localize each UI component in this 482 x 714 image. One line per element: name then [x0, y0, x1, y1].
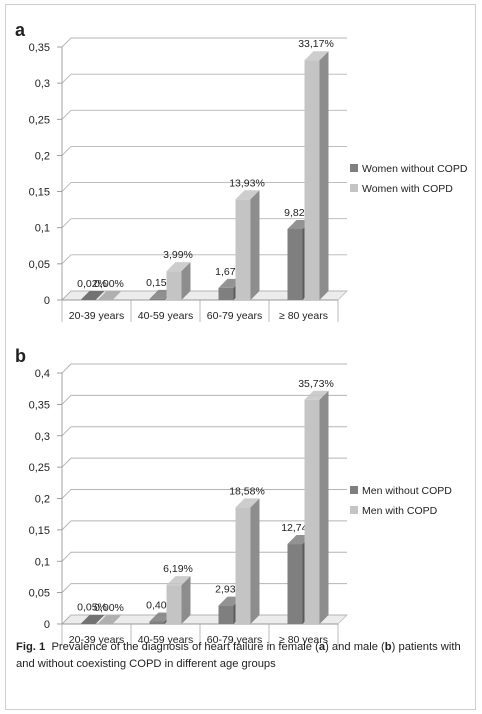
- panel-a-label: a: [15, 20, 26, 40]
- legend-swatch: [350, 184, 358, 192]
- legend-swatch: [350, 164, 358, 172]
- y-tick-label: 0,25: [29, 114, 50, 126]
- caption-panel-a: a: [318, 641, 326, 653]
- x-tick-label: 20-39 years: [69, 310, 124, 322]
- legend-label: Men without COPD: [362, 485, 452, 497]
- bar: [304, 60, 320, 300]
- data-label: 35,73%: [298, 378, 334, 390]
- bar: [235, 507, 251, 624]
- bar: [97, 615, 122, 624]
- bar-side: [319, 51, 329, 300]
- y-tick-label: 0,35: [29, 399, 50, 411]
- data-label: 13,93%: [229, 177, 265, 189]
- gridline: [61, 37, 347, 48]
- gridline: [61, 394, 347, 405]
- y-tick-label: 0,15: [29, 525, 50, 537]
- gridline: [61, 426, 347, 437]
- gridline: [61, 363, 347, 374]
- caption-text-2: ) and male (: [325, 641, 385, 653]
- gridline: [61, 489, 347, 499]
- data-label: 3,99%: [163, 249, 193, 261]
- y-tick-label: 0,3: [35, 78, 50, 90]
- caption-text-3: ) patients with and without coexisting C…: [16, 641, 461, 670]
- y-tick-label: 0: [44, 619, 50, 631]
- x-tick-label: 60-79 years: [207, 310, 262, 322]
- legend-swatch: [350, 506, 358, 514]
- legend-label: Women without COPD: [362, 163, 468, 175]
- bar: [304, 399, 320, 624]
- bar: [97, 291, 122, 300]
- y-tick-label: 0: [44, 295, 50, 307]
- bar: [166, 271, 182, 300]
- bar-side: [319, 390, 329, 624]
- bar-top: [235, 498, 260, 508]
- bar: [166, 585, 182, 624]
- bar: [149, 298, 165, 300]
- gridline: [61, 73, 347, 84]
- y-tick-label: 0,05: [29, 259, 50, 271]
- x-tick-label: 40-59 years: [138, 634, 193, 646]
- data-label: 0,02%: [77, 278, 107, 290]
- bar-side: [181, 576, 191, 624]
- caption-panel-b: b: [384, 641, 392, 653]
- y-tick-label: 0,35: [29, 42, 50, 54]
- y-tick-label: 0,1: [35, 223, 50, 235]
- data-label: 18,58%: [229, 485, 265, 497]
- x-tick-label: 60-79 years: [207, 634, 262, 646]
- bar: [149, 621, 165, 624]
- y-tick-label: 0,3: [35, 431, 50, 443]
- bar-top: [304, 51, 329, 61]
- legend-label: Men with COPD: [362, 505, 438, 517]
- y-tick-label: 0,2: [35, 494, 50, 506]
- bar: [80, 291, 105, 300]
- x-tick-label: ≥ 80 years: [279, 634, 328, 646]
- legend-label: Women with COPD: [362, 183, 453, 195]
- y-tick-label: 0,15: [29, 187, 50, 199]
- x-tick-label: ≥ 80 years: [279, 310, 328, 322]
- data-label: 6,19%: [163, 563, 193, 575]
- gridline: [61, 457, 347, 468]
- bar-side: [250, 498, 260, 624]
- bar: [287, 544, 303, 624]
- y-tick-label: 0,2: [35, 150, 50, 162]
- y-tick-label: 0,25: [29, 462, 50, 474]
- bar-top: [235, 190, 260, 200]
- bar: [218, 287, 234, 300]
- legend-swatch: [350, 486, 358, 494]
- figure-label: Fig. 1: [16, 641, 46, 653]
- y-tick-label: 0,4: [35, 368, 50, 380]
- data-label: 33,17%: [298, 38, 334, 50]
- caption-text-1: Prevalence of the diagnosis of heart fai…: [51, 641, 319, 653]
- bar-side: [181, 262, 191, 300]
- bar: [235, 199, 251, 300]
- x-tick-label: 20-39 years: [69, 634, 124, 646]
- bar-top: [166, 262, 191, 272]
- gridline: [61, 145, 347, 156]
- bar: [287, 229, 303, 300]
- bar-side: [250, 190, 260, 300]
- chart-b: 0 0,05 0,1 0,15 0,2 0,25 0,3 0,35 0,4 0,05%0,00% 2…: [29, 363, 452, 646]
- bar-top: [304, 390, 329, 400]
- chart-a: 0 0,05 0,1 0,15 0,2 0,25 0,3 0,35 0,02%0,00% 20-3…: [29, 37, 468, 322]
- bar: [80, 615, 105, 624]
- figure-frame: [5, 4, 476, 710]
- y-tick-label: 0,1: [35, 556, 50, 568]
- y-tick-label: 0,05: [29, 588, 50, 600]
- data-label: 0,05%: [77, 602, 107, 614]
- data-label: 0,00%: [94, 278, 124, 290]
- gridline: [61, 109, 347, 120]
- x-tick-label: 40-59 years: [138, 310, 193, 322]
- data-label: 0,00%: [94, 602, 124, 614]
- figure-caption: Fig. 1 Prevalence of the diagnosis of he…: [16, 639, 466, 672]
- bar-top: [166, 576, 191, 586]
- panel-b-label: b: [15, 346, 26, 366]
- bar: [218, 605, 234, 624]
- gridline: [61, 182, 347, 192]
